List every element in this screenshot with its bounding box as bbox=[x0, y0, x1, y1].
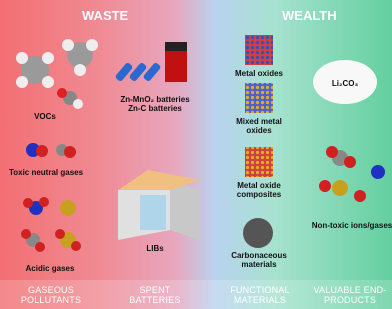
illustrations bbox=[0, 0, 392, 309]
label: Zn-MnO₂ batteries bbox=[110, 95, 200, 104]
toxic-gas-molecules bbox=[26, 143, 76, 158]
infographic: WASTE WEALTH VOCs Toxic neutral gases Ac… bbox=[0, 0, 392, 309]
label: Toxic neutral gases bbox=[0, 168, 92, 177]
label: Li₂CO₃ bbox=[320, 79, 370, 88]
label: Zn-C batteries bbox=[110, 104, 200, 113]
batteries bbox=[115, 42, 187, 82]
label: Metal oxides bbox=[222, 69, 296, 78]
label: Metal oxide composites bbox=[222, 181, 296, 199]
lib-cell bbox=[118, 170, 200, 240]
footer-label: SPENT BATTERIES bbox=[115, 285, 195, 305]
label: VOCs bbox=[10, 112, 80, 121]
label: Non-toxic ions/gases bbox=[302, 221, 392, 230]
footer-label: VALUABLE END-PRODUCTS bbox=[308, 285, 392, 305]
header-wealth: WEALTH bbox=[282, 8, 337, 23]
footer-label: GASEOUS POLLUTANTS bbox=[6, 285, 96, 305]
label: Acidic gases bbox=[10, 264, 90, 273]
label: Carbonaceous materials bbox=[218, 251, 300, 269]
label: LIBs bbox=[130, 244, 180, 253]
header-waste: WASTE bbox=[82, 8, 128, 23]
material-icons bbox=[243, 35, 273, 248]
voc-molecules bbox=[16, 39, 98, 109]
footer-label: FUNCTIONAL MATERIALS bbox=[212, 285, 308, 305]
label: Mixed metal oxides bbox=[226, 117, 292, 135]
acidic-gas-molecules bbox=[21, 197, 81, 252]
